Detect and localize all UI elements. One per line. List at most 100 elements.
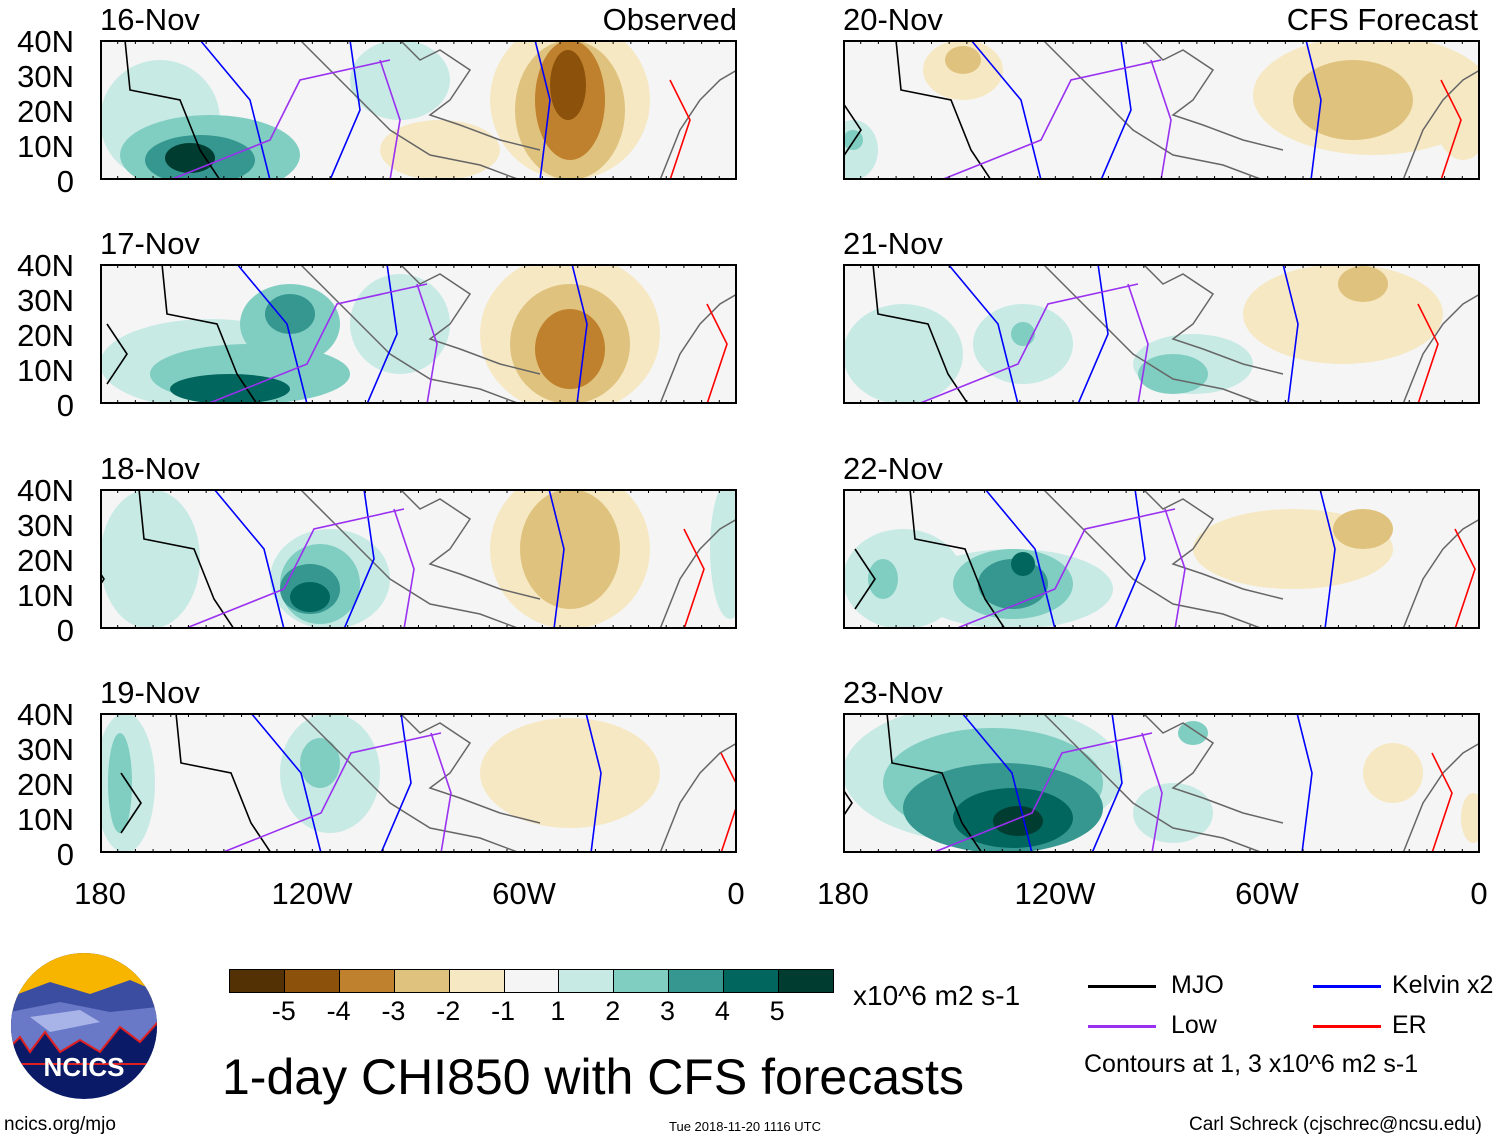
- contour-line: [343, 489, 375, 629]
- colorbar-tick-label: -5: [271, 996, 296, 1026]
- lat-label: 0: [56, 613, 74, 648]
- lat-label: 10N: [17, 353, 74, 388]
- contour-line: [706, 303, 728, 404]
- contour-line: [393, 508, 415, 629]
- chi-anomaly-area: [1363, 743, 1423, 803]
- chi-anomaly-area: [1011, 322, 1035, 346]
- chi-anomaly-area: [165, 143, 215, 173]
- contour-note: Contours at 1, 3 x10^6 m2 s-1: [1084, 1050, 1419, 1078]
- contour-line: [199, 40, 271, 180]
- coastline: [1042, 713, 1480, 853]
- contour-line: [1077, 264, 1109, 404]
- lat-label: 30N: [17, 283, 74, 318]
- contour-line: [138, 489, 235, 629]
- legend-low-line: [1088, 1025, 1156, 1028]
- chi-anomaly-area: [380, 120, 500, 180]
- chi-anomaly-area: [520, 489, 620, 609]
- chi-anomaly-area: [290, 582, 330, 612]
- colorbar-tick-label: -4: [326, 996, 351, 1026]
- map-panel-18-nov: [100, 489, 737, 629]
- chi-anomaly-area: [535, 309, 605, 389]
- contour-line: [430, 732, 452, 853]
- colorbar-tick-label: -3: [381, 996, 406, 1026]
- contour-line: [1319, 489, 1336, 629]
- legend-kelvin-label: Kelvin x2: [1392, 971, 1494, 999]
- lon-label: 60W: [492, 876, 556, 911]
- chi-anomaly-area: [993, 806, 1043, 836]
- lon-label: 60W: [1235, 876, 1299, 911]
- colorbar-swatch: [779, 970, 833, 992]
- coastline: [299, 713, 737, 853]
- chi-anomaly-area: [868, 559, 898, 599]
- lat-label: 10N: [17, 578, 74, 613]
- chi-anomaly-area: [170, 374, 290, 404]
- lat-label: 40N: [17, 473, 74, 508]
- colorbar-tick-label: -1: [491, 996, 516, 1026]
- lat-label: 30N: [17, 732, 74, 767]
- contour-line: [1282, 264, 1299, 404]
- contour-line: [1305, 40, 1322, 180]
- contour-line: [1417, 303, 1439, 404]
- legend-mjo-label: MJO: [1171, 971, 1224, 999]
- colorbar: [229, 969, 834, 993]
- coastline: [1042, 264, 1480, 404]
- colorbar-tick-label: 5: [769, 996, 785, 1026]
- colorbar-tick-label: 1: [550, 996, 566, 1026]
- chi-anomaly-area: [1243, 264, 1443, 364]
- chi-anomaly-area: [300, 738, 340, 788]
- map-panel-16-nov: [100, 40, 737, 180]
- panel-date-label: 23-Nov: [843, 675, 943, 710]
- legend-er-label: ER: [1392, 1011, 1427, 1039]
- lat-label: 20N: [17, 318, 74, 353]
- chi-anomaly-area: [945, 46, 981, 74]
- chi-anomaly-area: [100, 489, 200, 629]
- contour-line: [1164, 508, 1186, 629]
- map-panel-21-nov: [843, 264, 1480, 404]
- contour-line: [669, 79, 691, 180]
- contour-line: [106, 323, 128, 385]
- contour-line: [534, 40, 551, 180]
- contour-line: [169, 59, 391, 180]
- contour-line: [100, 571, 105, 587]
- contour-line: [984, 489, 1056, 629]
- contour-line: [931, 732, 1153, 853]
- contour-line: [124, 40, 221, 180]
- lon-label: 180: [817, 876, 869, 911]
- footer-timestamp: Tue 2018-11-20 1116 UTC: [669, 1119, 821, 1134]
- ncics-logo[interactable]: NCICS: [10, 952, 158, 1100]
- legend-low-label: Low: [1171, 1011, 1217, 1039]
- chi-anomaly-area: [843, 304, 963, 404]
- colorbar-swatch: [724, 970, 780, 992]
- contour-line: [1431, 752, 1453, 853]
- colorbar-swatch: [559, 970, 615, 992]
- contour-line: [1454, 528, 1476, 629]
- observed-label: Observed: [602, 2, 737, 37]
- contour-line: [183, 508, 405, 629]
- forecast-label: CFS Forecast: [1286, 2, 1478, 37]
- contour-line: [1127, 283, 1149, 404]
- lat-label: 20N: [17, 543, 74, 578]
- footer-url[interactable]: ncics.org/mjo: [4, 1114, 116, 1135]
- lon-label: 0: [727, 876, 745, 911]
- footer-author: Carl Schreck (cjschrec@ncsu.edu): [1189, 1114, 1482, 1135]
- contour-line: [895, 40, 992, 180]
- lat-label: 10N: [17, 802, 74, 837]
- contour-line: [720, 752, 737, 853]
- chi-anomaly-area: [108, 733, 132, 833]
- contour-line: [220, 732, 442, 853]
- contour-line: [380, 713, 412, 853]
- chi-anomaly-area: [1293, 60, 1413, 140]
- contour-line: [416, 283, 438, 404]
- contour-line: [1440, 79, 1462, 180]
- contour-line: [1296, 713, 1313, 853]
- lat-label: 40N: [17, 697, 74, 732]
- contour-line: [961, 713, 1033, 853]
- colorbar-tick-label: -2: [436, 996, 461, 1026]
- colorbar-swatch: [230, 970, 285, 992]
- contour-line: [206, 283, 428, 404]
- map-panel-17-nov: [100, 264, 737, 404]
- contour-line: [1141, 732, 1163, 853]
- lat-label: 0: [56, 164, 74, 199]
- contour-line: [872, 264, 969, 404]
